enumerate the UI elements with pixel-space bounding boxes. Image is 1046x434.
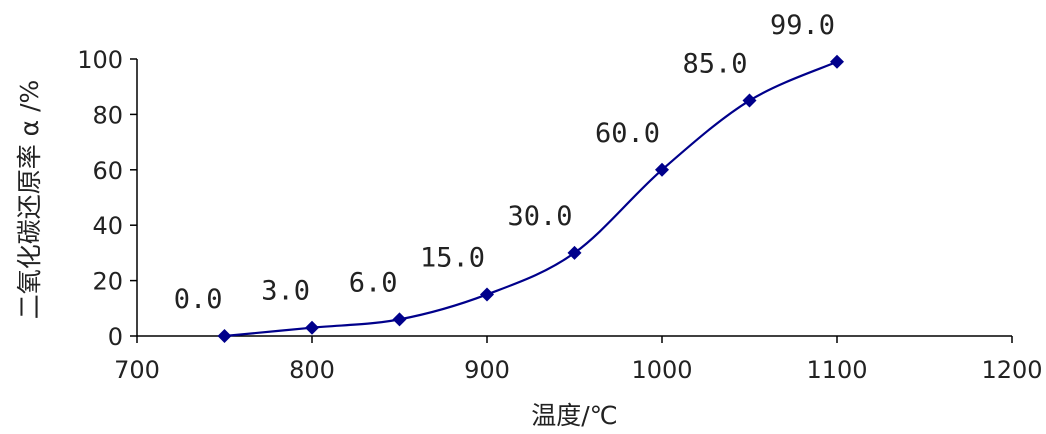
- x-tick-label: 1200: [981, 356, 1042, 384]
- data-label: 30.0: [507, 201, 572, 232]
- y-tick-label: 80: [92, 101, 123, 129]
- x-tick-label: 1000: [631, 356, 692, 384]
- axes: [136, 59, 1012, 337]
- data-labels: 0.0 3.0 6.0 15.0 30.0 60.0 85.0 99.0: [174, 10, 835, 315]
- data-label: 99.0: [770, 10, 835, 41]
- data-point-marker: [742, 93, 757, 108]
- data-point-marker: [830, 54, 844, 69]
- x-ticks: 700 800 900 1000 1100 1200: [114, 336, 1043, 384]
- x-axis-title: 温度/℃: [531, 401, 618, 430]
- x-tick-label: 700: [114, 356, 160, 384]
- data-label: 60.0: [595, 118, 660, 149]
- y-tick-label: 100: [77, 46, 123, 74]
- data-point-marker: [480, 287, 494, 302]
- data-label: 15.0: [420, 242, 485, 273]
- y-ticks: 0 20 40 60 80 100: [77, 46, 137, 351]
- y-tick-label: 60: [92, 157, 123, 185]
- y-axis-title: 二氧化碳还原率 α /%: [15, 80, 44, 320]
- y-tick-label: 0: [108, 323, 123, 351]
- y-tick-label: 40: [92, 212, 123, 240]
- x-tick-label: 1100: [806, 356, 867, 384]
- data-label: 3.0: [261, 276, 310, 307]
- data-label: 0.0: [174, 284, 223, 315]
- data-label: 6.0: [349, 267, 398, 298]
- data-point-marker: [655, 162, 669, 177]
- data-point-marker: [305, 320, 319, 335]
- y-tick-label: 20: [92, 268, 123, 296]
- x-tick-label: 900: [464, 356, 510, 384]
- series-line: [224, 60, 838, 338]
- data-label: 85.0: [682, 49, 747, 80]
- data-markers: [217, 54, 844, 343]
- data-point-marker: [392, 312, 407, 327]
- data-point-marker: [217, 329, 232, 343]
- x-tick-label: 800: [289, 356, 335, 384]
- data-point-marker: [567, 245, 582, 260]
